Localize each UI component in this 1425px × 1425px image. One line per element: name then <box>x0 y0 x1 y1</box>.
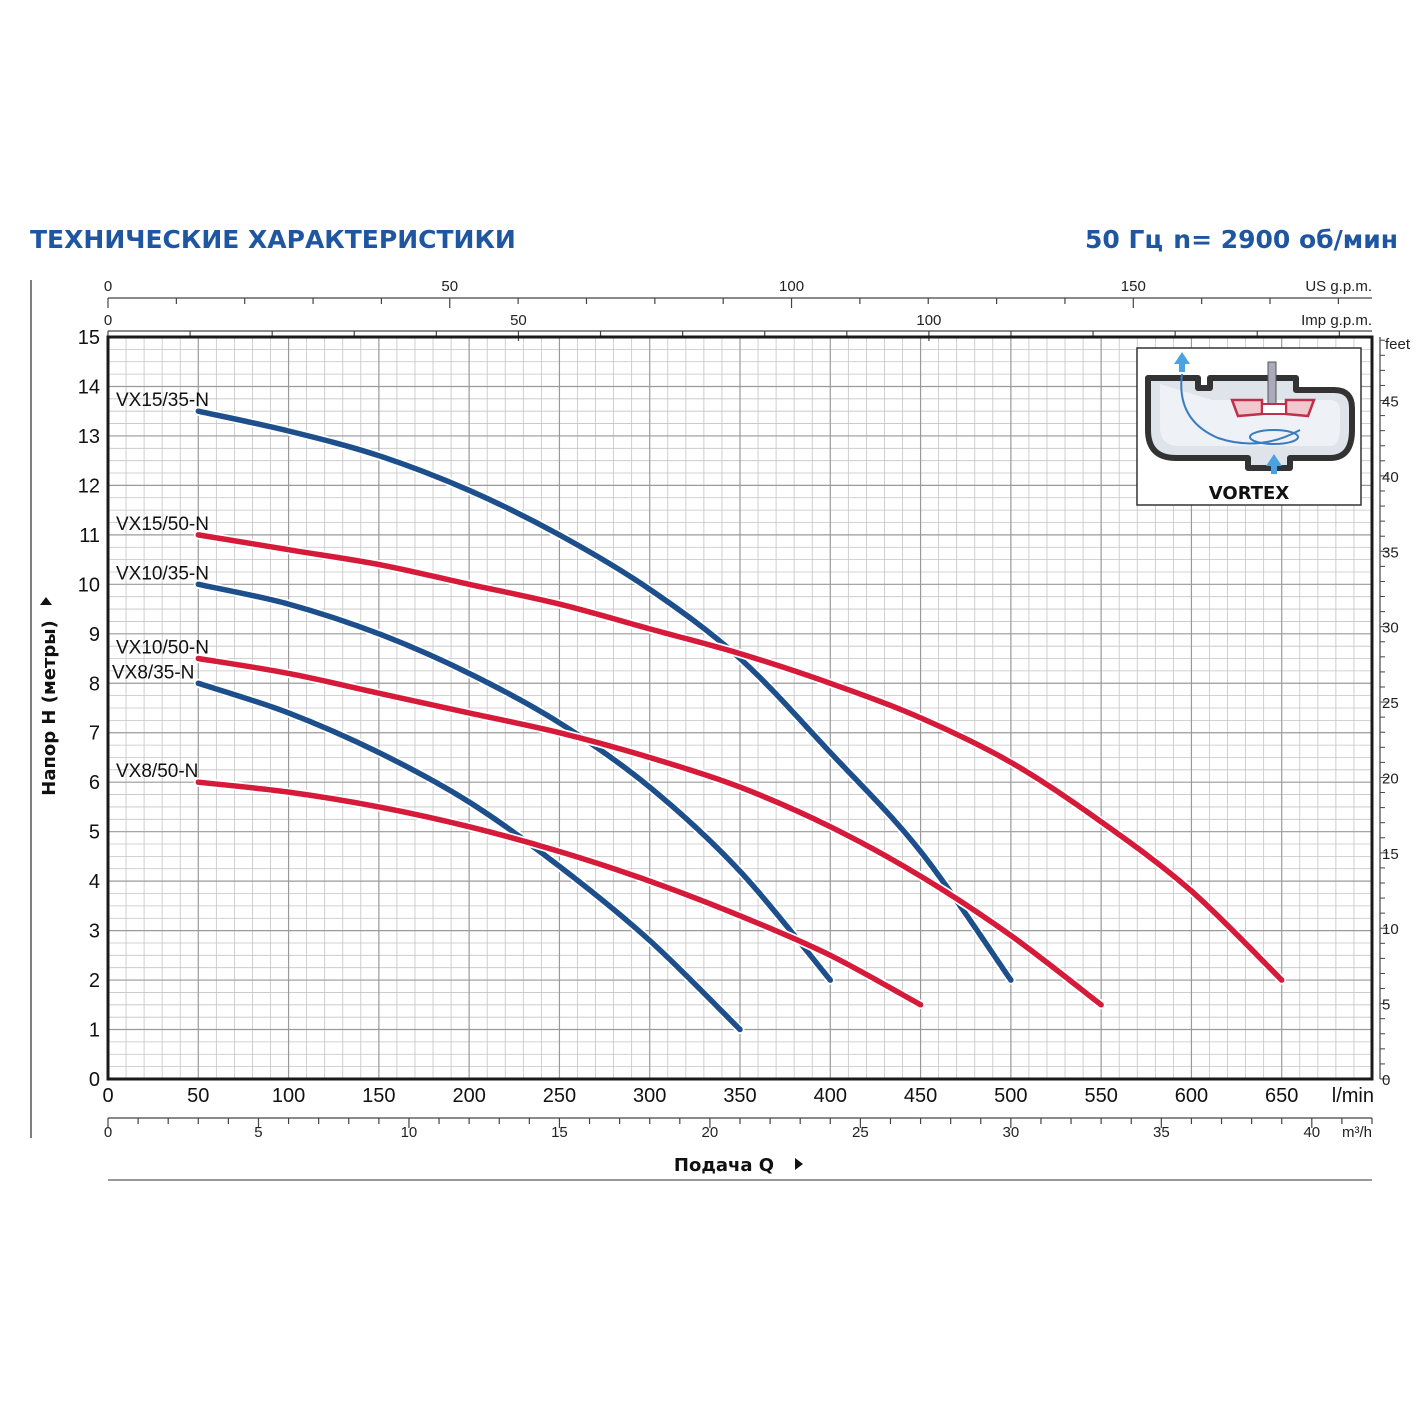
x-tick-label: 250 <box>543 1085 576 1107</box>
x-tick-label: 650 <box>1265 1085 1298 1107</box>
vortex-impeller-icon <box>1145 352 1355 474</box>
axis-tick-label: 40 <box>1303 1124 1320 1141</box>
us-gpm-axis: 0 50 100 150 <box>104 278 1372 308</box>
y-axis-arrow-icon <box>40 597 52 605</box>
x-tick-labels: 0 50 100 150 200 250 300 350 400 450 500 550 600 650 <box>102 1085 1298 1107</box>
feet-tick-label: 10 <box>1382 921 1399 938</box>
m3h-axis: 0 5 10 15 20 25 30 35 40 <box>104 1117 1373 1141</box>
series-line <box>195 779 924 1008</box>
x-tick-label: 0 <box>102 1085 113 1107</box>
y-tick-label: 11 <box>79 525 100 547</box>
axis-tick-label: 0 <box>104 312 112 329</box>
feet-tick-label: 20 <box>1382 770 1399 787</box>
series-label: VX10/35-N <box>116 563 209 584</box>
x-tick-label: 200 <box>452 1085 485 1107</box>
x-tick-label: 50 <box>187 1085 209 1107</box>
inset-label: VORTEX <box>1209 483 1290 504</box>
series-labels: VX15/35-N VX15/50-N VX10/35-N VX10/50-N VX8/… <box>112 390 209 782</box>
x-tick-label: 500 <box>994 1085 1027 1107</box>
y-axis-title-group: Напор H (метры) <box>39 620 60 795</box>
axis-tick-label: 30 <box>1003 1124 1020 1141</box>
series-label: VX15/50-N <box>116 514 209 535</box>
y-tick-label: 2 <box>89 970 100 992</box>
x-unit-label: l/min <box>1332 1085 1374 1107</box>
axis-tick-label: 0 <box>104 278 112 295</box>
x-tick-label: 350 <box>723 1085 756 1107</box>
feet-tick-label: 25 <box>1382 695 1399 712</box>
x-axis-arrow-icon <box>795 1158 803 1170</box>
feet-tick-label: 5 <box>1382 997 1390 1014</box>
axis-tick-label: 0 <box>104 1124 112 1141</box>
axis-tick-label: 10 <box>401 1124 418 1141</box>
y-tick-label: 9 <box>89 624 100 646</box>
axis-tick-label: 20 <box>702 1124 719 1141</box>
x-tick-label: 300 <box>633 1085 666 1107</box>
series-label: VX8/50-N <box>116 761 198 782</box>
series-layer <box>193 406 1287 1034</box>
feet-tick-label: 45 <box>1382 394 1399 411</box>
feet-tick-label: 40 <box>1382 469 1399 486</box>
axis-tick-label: 100 <box>779 278 804 295</box>
x-tick-label: 600 <box>1175 1085 1208 1107</box>
y-tick-label: 4 <box>89 871 100 893</box>
y-tick-label: 15 <box>78 327 100 349</box>
series-line <box>195 680 743 1033</box>
speed-label: n= 2900 об/мин <box>1173 225 1398 254</box>
feet-tick-label: 35 <box>1382 544 1399 561</box>
axis-tick-label: 5 <box>254 1124 262 1141</box>
axis-tick-label: 35 <box>1153 1124 1170 1141</box>
series-line <box>195 408 1014 983</box>
page-title: ТЕХНИЧЕСКИЕ ХАРАКТЕРИСТИКИ <box>30 225 516 254</box>
y-tick-label: 5 <box>89 822 100 844</box>
x-tick-label: 150 <box>362 1085 395 1107</box>
x-axis-title: Подача Q <box>674 1155 774 1176</box>
frequency-label: 50 Гц <box>1085 225 1163 254</box>
imp-gpm-unit: Imp g.p.m. <box>1301 312 1372 329</box>
axis-tick-label: 100 <box>916 312 941 329</box>
y-tick-label: 8 <box>89 673 100 695</box>
x-tick-label: 450 <box>904 1085 937 1107</box>
y-tick-label: 13 <box>78 426 100 448</box>
feet-tick-label: 15 <box>1382 846 1399 863</box>
series-label: VX8/35-N <box>112 662 194 683</box>
axis-tick-label: 150 <box>1121 278 1146 295</box>
series-line <box>195 655 1104 1008</box>
y-tick-label: 6 <box>89 772 100 794</box>
y-tick-label: 7 <box>89 723 100 745</box>
feet-unit: feet <box>1385 336 1411 353</box>
x-tick-label: 100 <box>272 1085 305 1107</box>
y-tick-label: 3 <box>89 921 100 943</box>
series-label: VX10/50-N <box>116 638 209 659</box>
series-line <box>195 581 834 983</box>
y-tick-label: 10 <box>78 574 100 596</box>
y-tick-label: 12 <box>78 475 100 497</box>
y-tick-label: 0 <box>89 1069 100 1091</box>
axis-tick-label: 25 <box>852 1124 869 1141</box>
axis-tick-label: 15 <box>551 1124 568 1141</box>
plot-frame <box>106 335 1374 1081</box>
axis-tick-label: 50 <box>441 278 458 295</box>
x-tick-label: 400 <box>814 1085 847 1107</box>
us-gpm-unit: US g.p.m. <box>1305 278 1372 295</box>
m3h-unit: m³/h <box>1342 1124 1372 1141</box>
series-line <box>195 532 1285 983</box>
feet-tick-label: 30 <box>1382 620 1399 637</box>
feet-axis: 0 5 10 15 20 25 30 35 40 45 <box>1379 337 1399 1089</box>
y-tick-label: 1 <box>89 1020 100 1042</box>
x-tick-label: 550 <box>1084 1085 1117 1107</box>
y-tick-label: 14 <box>78 376 100 398</box>
y-axis-title: Напор H (метры) <box>39 620 60 795</box>
vortex-inset: VORTEX <box>1136 347 1362 506</box>
series-label: VX15/35-N <box>116 390 209 411</box>
feet-tick-label: 0 <box>1382 1072 1390 1089</box>
axis-tick-label: 50 <box>510 312 527 329</box>
